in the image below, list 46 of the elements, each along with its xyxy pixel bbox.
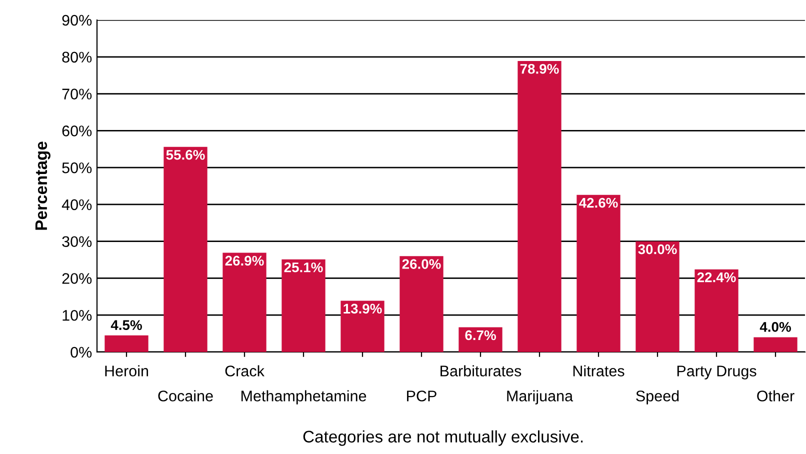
y-tick-label: 80%	[62, 52, 92, 63]
data-label: 55.6%	[166, 150, 205, 160]
bar	[518, 60, 562, 352]
bar	[104, 335, 148, 352]
bar	[222, 252, 266, 352]
x-tick-label: Nitrates	[573, 365, 624, 376]
y-tick-label: 90%	[62, 14, 92, 26]
data-label: 30.0%	[638, 244, 677, 254]
text: Categories are not mutually exclusive.	[303, 430, 583, 446]
x-tick-label: Heroin	[105, 365, 148, 376]
data-label: 4.0%	[760, 322, 791, 332]
y-tick-label: 60%	[62, 126, 92, 136]
x-tick-label: Cocaine	[158, 390, 213, 402]
bar	[340, 300, 384, 352]
y-tick-label: 10%	[62, 310, 92, 321]
y-tick-label: 70%	[62, 88, 92, 100]
data-label: 42.6%	[579, 198, 618, 208]
y-axis-title: Percentage	[35, 142, 50, 230]
x-tick-label: Party Drugs	[677, 366, 756, 380]
y-tick-label: 30%	[62, 236, 92, 248]
data-label: 26.0%	[402, 259, 441, 269]
data-label: 4.5%	[110, 320, 142, 330]
data-label: 26.9%	[225, 256, 264, 266]
x-tick-label: PCP	[407, 390, 436, 402]
data-label: 6.7%	[465, 330, 496, 340]
data-label: 22.4%	[697, 272, 736, 282]
data-label: 13.9%	[344, 304, 382, 314]
x-tick-label: Other	[757, 390, 794, 402]
bar	[282, 259, 326, 352]
x-tick-label: Barbiturates	[440, 365, 522, 376]
data-label: 25.1%	[284, 262, 323, 272]
y-tick-label: 20%	[62, 273, 92, 284]
bar	[576, 194, 620, 352]
x-tick-label: Crack	[225, 365, 264, 376]
y-tick-label: 0%	[70, 346, 92, 358]
y-tick-label: 50%	[62, 162, 92, 174]
x-tick-label: Speed	[636, 390, 679, 404]
bar	[754, 337, 798, 352]
data-label: 78.9%	[520, 64, 559, 74]
y-tick-label: 40%	[62, 199, 92, 210]
x-tick-label: Methamphetamine	[241, 390, 366, 404]
bar	[636, 241, 680, 352]
x-tick-label: Marijuana	[507, 390, 574, 404]
bar	[164, 146, 208, 352]
bar	[400, 256, 444, 352]
bar	[694, 269, 738, 352]
